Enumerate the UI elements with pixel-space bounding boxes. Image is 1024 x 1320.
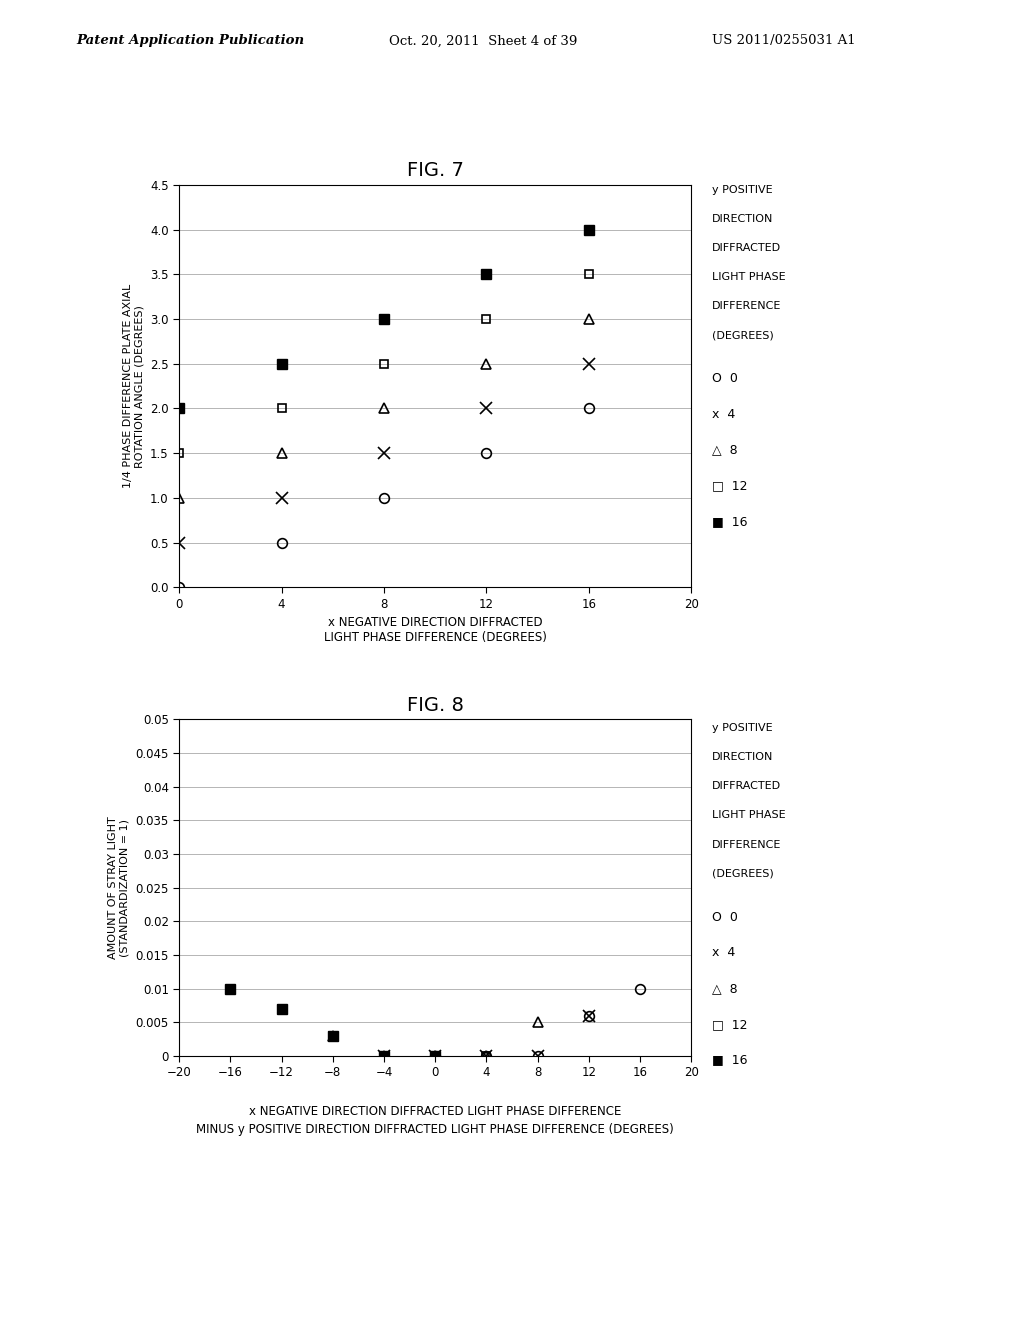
Text: DIFFRACTED: DIFFRACTED [712,243,781,253]
Text: Oct. 20, 2011  Sheet 4 of 39: Oct. 20, 2011 Sheet 4 of 39 [389,34,578,48]
Text: DIFFERENCE: DIFFERENCE [712,301,781,312]
Text: y POSITIVE: y POSITIVE [712,723,772,734]
Text: x NEGATIVE DIRECTION DIFFRACTED LIGHT PHASE DIFFERENCE: x NEGATIVE DIRECTION DIFFRACTED LIGHT PH… [249,1105,622,1118]
Text: ■  16: ■ 16 [712,1053,748,1067]
Text: O  0: O 0 [712,372,737,385]
Title: FIG. 8: FIG. 8 [407,696,464,715]
Text: x  4: x 4 [712,946,735,960]
Text: DIFFRACTED: DIFFRACTED [712,781,781,792]
Title: FIG. 7: FIG. 7 [407,161,464,181]
Text: MINUS y POSITIVE DIRECTION DIFFRACTED LIGHT PHASE DIFFERENCE (DEGREES): MINUS y POSITIVE DIRECTION DIFFRACTED LI… [197,1123,674,1137]
Text: □  12: □ 12 [712,479,748,492]
Text: US 2011/0255031 A1: US 2011/0255031 A1 [712,34,855,48]
Text: O  0: O 0 [712,911,737,924]
Text: □  12: □ 12 [712,1018,748,1031]
Text: x  4: x 4 [712,408,735,421]
Text: LIGHT PHASE: LIGHT PHASE [712,272,785,282]
Text: DIRECTION: DIRECTION [712,752,773,763]
Text: DIRECTION: DIRECTION [712,214,773,224]
Y-axis label: 1/4 PHASE DIFFERENCE PLATE AXIAL
ROTATION ANGLE (DEGREES): 1/4 PHASE DIFFERENCE PLATE AXIAL ROTATIO… [123,284,144,488]
Text: (DEGREES): (DEGREES) [712,330,773,341]
Y-axis label: AMOUNT OF STRAY LIGHT
(STANDARDIZATION = 1): AMOUNT OF STRAY LIGHT (STANDARDIZATION =… [109,816,130,960]
Text: (DEGREES): (DEGREES) [712,869,773,879]
X-axis label: x NEGATIVE DIRECTION DIFFRACTED
LIGHT PHASE DIFFERENCE (DEGREES): x NEGATIVE DIRECTION DIFFRACTED LIGHT PH… [324,616,547,644]
Text: y POSITIVE: y POSITIVE [712,185,772,195]
Text: ■  16: ■ 16 [712,515,748,528]
Text: DIFFERENCE: DIFFERENCE [712,840,781,850]
Text: Patent Application Publication: Patent Application Publication [77,34,305,48]
Text: △  8: △ 8 [712,444,737,457]
Text: △  8: △ 8 [712,982,737,995]
Text: LIGHT PHASE: LIGHT PHASE [712,810,785,821]
